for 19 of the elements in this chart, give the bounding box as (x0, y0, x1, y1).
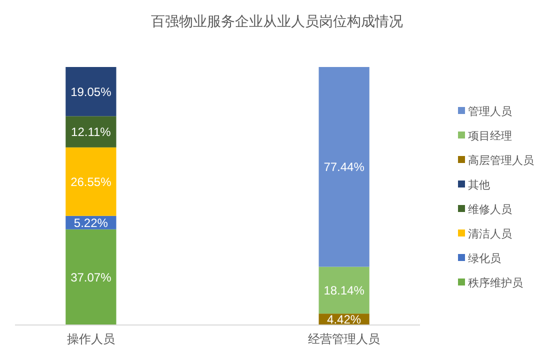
legend-label: 项目经理 (468, 130, 512, 142)
data-label: 4.42% (327, 312, 362, 326)
legend-label: 高层管理人员 (468, 154, 534, 167)
data-label: 19.05% (70, 84, 112, 99)
legend-label: 管理人员 (468, 106, 512, 118)
data-label: 26.55% (70, 174, 112, 189)
legend-label: 清洁人员 (468, 227, 512, 240)
chart-title: 百强物业服务企业从业人员岗位构成情况 (151, 13, 403, 29)
legend-label: 其他 (468, 178, 490, 192)
x-tick-label: 经营管理人员 (308, 332, 380, 346)
data-label: 5.22% (74, 216, 108, 230)
legend-label: 绿化员 (468, 252, 501, 265)
data-label: 12.11% (71, 124, 112, 139)
legend-label: 维修人员 (468, 202, 512, 216)
legend-label: 秩序维护员 (468, 276, 523, 290)
data-label: 37.07% (70, 270, 112, 284)
x-tick-label: 操作人员 (66, 332, 115, 346)
data-label: 77.44% (324, 160, 365, 174)
data-label: 18.14% (324, 283, 365, 298)
